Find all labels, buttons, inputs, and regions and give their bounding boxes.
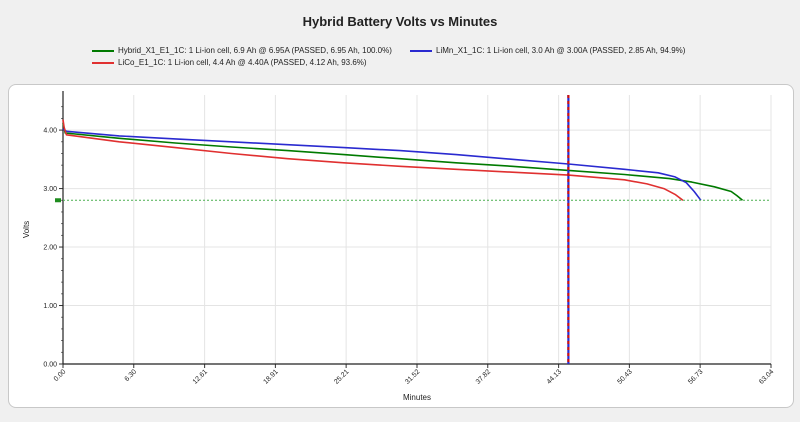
y-tick-label: 4.00 bbox=[43, 128, 57, 135]
y-tick-label: 2.00 bbox=[43, 245, 57, 252]
x-tick-label: 44.13 bbox=[546, 368, 563, 385]
series-line-1 bbox=[62, 128, 702, 201]
series-line-2 bbox=[62, 119, 684, 201]
legend-item-limn: LiMn_X1_1C: 1 Li-ion cell, 3.0 Ah @ 3.00… bbox=[410, 46, 685, 55]
x-tick-label: 0.00 bbox=[53, 368, 68, 383]
chart-title: Hybrid Battery Volts vs Minutes bbox=[302, 14, 498, 29]
x-tick-label: 56.73 bbox=[687, 368, 704, 385]
legend-label-limn: LiMn_X1_1C: 1 Li-ion cell, 3.0 Ah @ 3.00… bbox=[436, 46, 686, 55]
legend-swatch-limn bbox=[410, 49, 432, 52]
x-axis-title: Minutes bbox=[403, 393, 431, 402]
x-tick-label: 18.91 bbox=[262, 368, 279, 385]
legend-item-hybrid: Hybrid_X1_E1_1C: 1 Li-ion cell, 6.9 Ah @… bbox=[92, 46, 392, 55]
legend-item-lico: LiCo_E1_1C: 1 Li-ion cell, 4.4 Ah @ 4.40… bbox=[92, 58, 367, 67]
legend-swatch-lico bbox=[92, 61, 114, 64]
x-tick-label: 6.30 bbox=[124, 368, 139, 383]
cutoff-marker bbox=[55, 198, 61, 203]
y-axis-title: Volts bbox=[22, 221, 31, 238]
series-line-0 bbox=[62, 122, 744, 201]
legend-label-lico: LiCo_E1_1C: 1 Li-ion cell, 4.4 Ah @ 4.40… bbox=[118, 58, 367, 67]
x-tick-label: 37.82 bbox=[475, 368, 492, 385]
chart-plot: 0.00 6.30 12.61 18.91 25.21 31.52 37.82 44.13 50… bbox=[22, 91, 775, 402]
legend-swatch-hybrid bbox=[92, 49, 114, 52]
x-tick-label: 50.43 bbox=[616, 368, 633, 385]
x-tick-label: 31.52 bbox=[404, 368, 421, 385]
chart-panel: 0.00 6.30 12.61 18.91 25.21 31.52 37.82 44.13 50… bbox=[8, 84, 794, 408]
y-tick-label: 1.00 bbox=[43, 303, 57, 310]
x-tick-label: 63.04 bbox=[758, 368, 775, 385]
y-tick-label: 0.00 bbox=[43, 362, 57, 369]
x-tick-label: 12.61 bbox=[192, 368, 209, 385]
y-tick-label: 3.00 bbox=[43, 186, 57, 193]
legend-label-hybrid: Hybrid_X1_E1_1C: 1 Li-ion cell, 6.9 Ah @… bbox=[118, 46, 392, 55]
x-tick-label: 25.21 bbox=[333, 368, 350, 385]
